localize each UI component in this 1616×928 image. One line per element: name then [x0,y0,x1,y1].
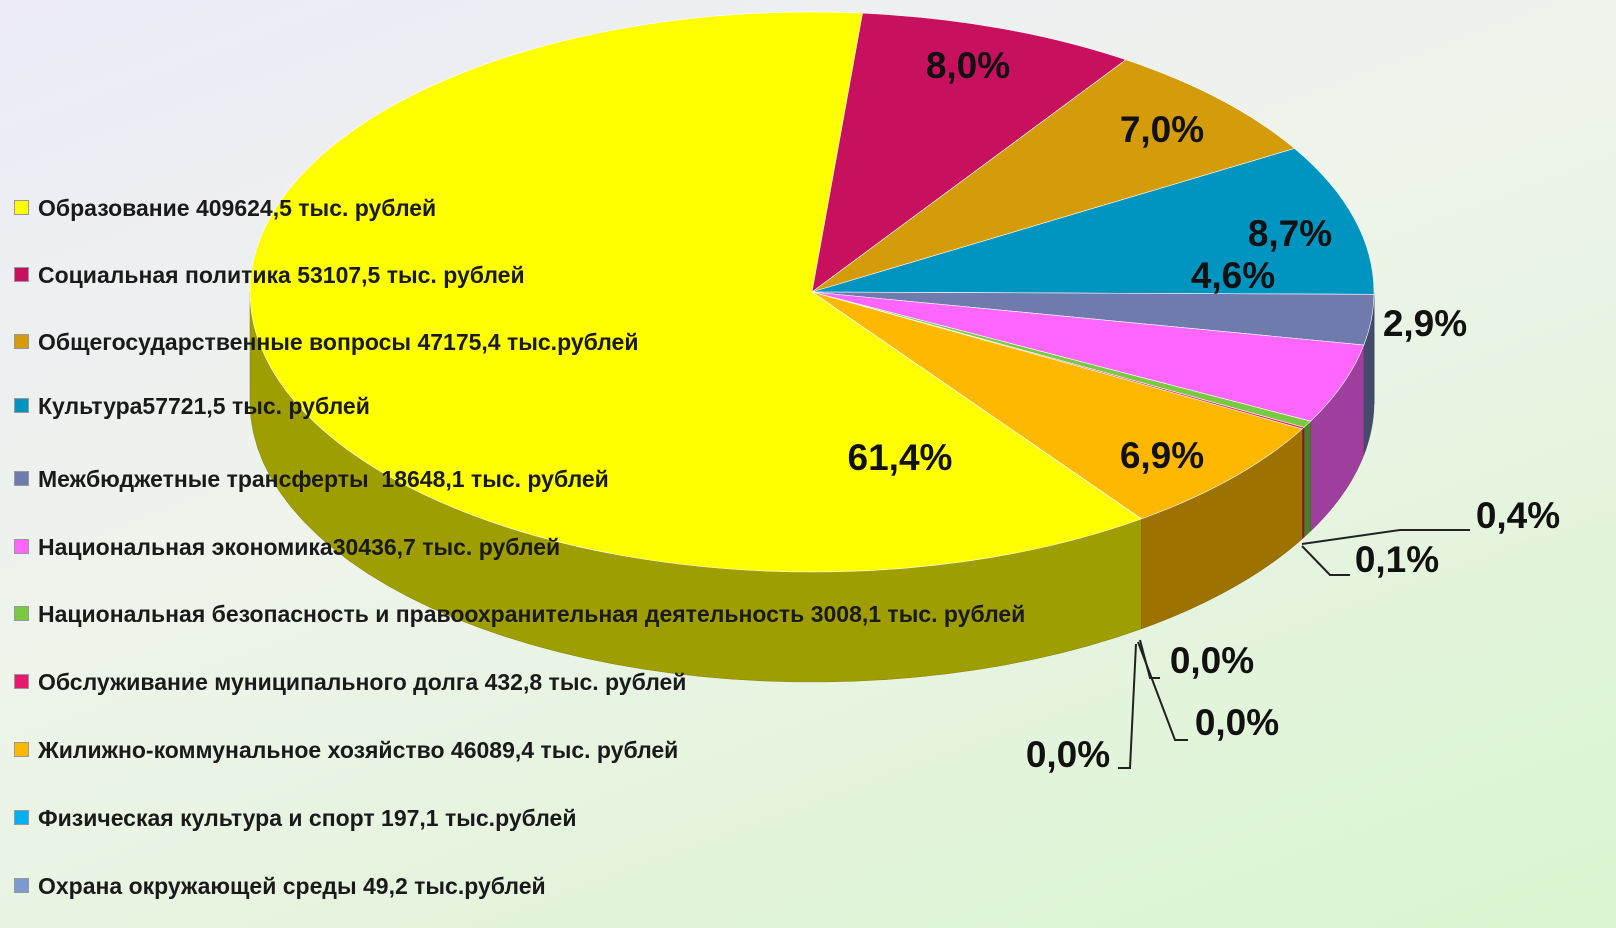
pie-tops [249,11,1375,573]
legend-label: Физическая культура и спорт 197,1 тыс.ру… [38,805,577,831]
legend-label: Социальная политика 53107,5 тыс. рублей [38,262,525,288]
leader-line [1139,639,1160,679]
legend-swatch [14,267,29,282]
legend-item: Национальная экономика30436,7 тыс. рубле… [14,529,560,565]
legend-swatch [14,674,29,689]
legend-swatch [14,742,29,757]
data-label: 61,4% [848,437,953,478]
data-label: 6,9% [1120,435,1204,476]
legend-label: Общегосударственные вопросы 47175,4 тыс.… [38,329,639,355]
legend-label: Национальная безопасность и правоохранит… [38,601,1026,627]
legend-swatch [14,539,29,554]
legend-label: Охрана окружающей среды 49,2 тыс.рублей [38,873,546,899]
leader-line [1301,545,1350,576]
legend-label: Культура57721,5 тыс. рублей [38,393,370,419]
data-label: 4,6% [1191,255,1275,296]
legend-swatch [14,878,29,893]
slice [811,12,1127,293]
legend-swatch [14,471,29,486]
leader-line [1301,529,1470,545]
slice [811,59,1296,293]
legend-item: Культура57721,5 тыс. рублей [14,388,370,424]
data-label: 2,9% [1383,303,1467,344]
legend-swatch [14,810,29,825]
legend-item: Жилижно-коммунальное хозяйство 46089,4 т… [14,732,678,768]
data-label: 0,4% [1476,495,1560,536]
legend-item: Межбюджетные трансферты 18648,1 тыс. руб… [14,461,609,497]
legend-label: Жилижно-коммунальное хозяйство 46089,4 т… [38,737,679,763]
legend-item: Общегосударственные вопросы 47175,4 тыс.… [14,324,638,360]
leader-lines [1118,529,1470,769]
legend-item: Физическая культура и спорт 197,1 тыс.ру… [14,800,576,836]
slice [811,148,1375,295]
data-label: 8,0% [926,45,1010,86]
slice [811,291,1365,422]
legend-item: Национальная безопасность и правоохранит… [14,596,1025,632]
legend-label: Межбюджетные трансферты 18648,1 тыс. руб… [38,466,609,492]
legend-swatch [14,398,29,413]
legend-label: Национальная экономика30436,7 тыс. рубле… [38,534,561,560]
leader-line [1118,643,1137,769]
legend-item: Охрана окружающей среды 49,2 тыс.рублей [14,868,546,904]
slice [811,291,1303,520]
data-label: 0,0% [1170,640,1254,681]
legend-swatch [14,334,29,349]
annotation: 0,0% [1026,734,1110,775]
data-label: 0,1% [1355,539,1439,580]
data-label: 7,0% [1120,109,1204,150]
legend-item: Обслуживание муниципального долга 432,8 … [14,664,686,700]
leader-line [1137,641,1188,741]
legend-label: Образование 409624,5 тыс. рублей [38,195,437,221]
legend-swatch [14,606,29,621]
slice [249,11,1143,573]
legend-item: Образование 409624,5 тыс. рублей [14,190,436,226]
legend-item: Социальная политика 53107,5 тыс. рублей [14,257,525,293]
legend-swatch [14,200,29,215]
data-label: 0,0% [1195,702,1279,743]
data-label: 8,7% [1248,213,1332,254]
legend-label: Обслуживание муниципального долга 432,8 … [38,669,687,695]
